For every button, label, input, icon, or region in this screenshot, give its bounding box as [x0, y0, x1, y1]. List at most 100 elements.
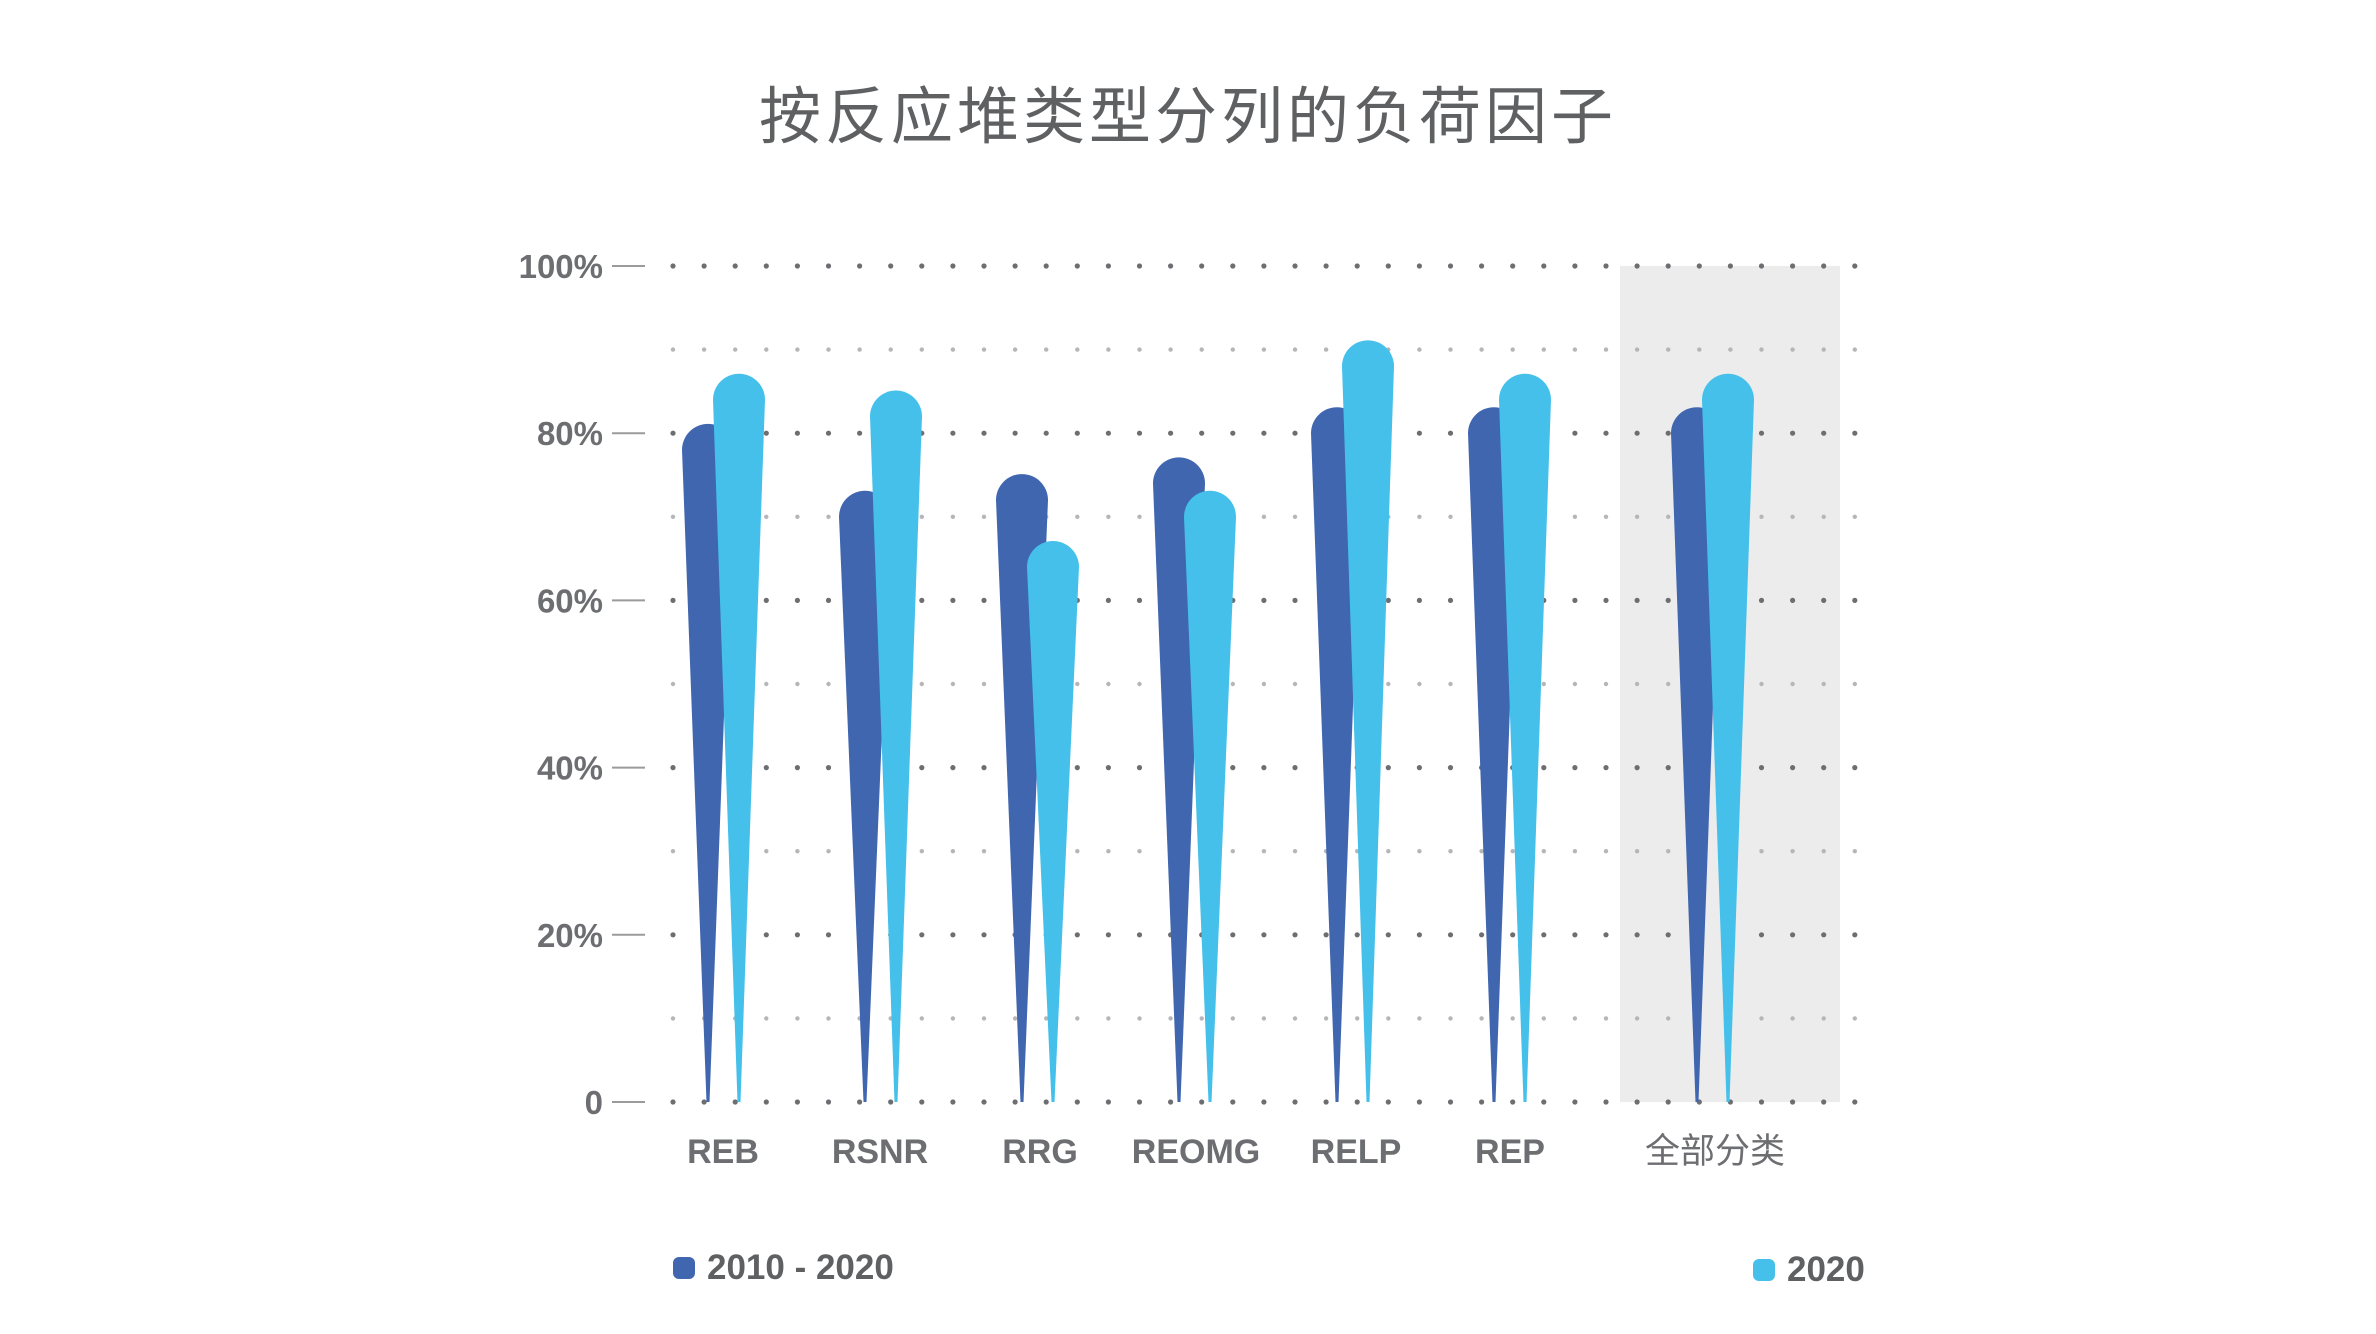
grid-dot-major: [1447, 597, 1454, 604]
grid-dot-major: [1012, 263, 1018, 269]
grid-dot-minor: [1106, 1016, 1111, 1021]
grid-dot-minor: [1417, 849, 1422, 854]
legend-swatch-series-2: [1753, 1259, 1775, 1281]
grid-dot-major: [1665, 263, 1671, 269]
grid-dot-major: [1105, 765, 1111, 771]
grid-dot-minor: [950, 1016, 956, 1021]
grid-dot-minor: [795, 1016, 800, 1021]
grid-dot-major: [1541, 765, 1547, 771]
grid-dot-major: [981, 932, 987, 938]
grid-dot-minor: [1572, 347, 1578, 352]
grid-dot-minor: [1666, 681, 1671, 687]
x-category-label: REP: [1475, 1133, 1545, 1171]
grid-dot-major: [1510, 932, 1516, 938]
grid-dot-minor: [981, 514, 987, 519]
grid-dot-minor: [1448, 514, 1453, 519]
grid-dot-major: [794, 932, 801, 938]
grid-dot-major: [981, 430, 987, 436]
grid-dot-major: [1665, 597, 1671, 604]
grid-dot-major: [1447, 765, 1454, 771]
legend-label-series-1: 2010 - 2020: [707, 1248, 894, 1287]
bar-series-2: [1184, 490, 1236, 1102]
grid-dot-minor: [1137, 681, 1142, 687]
grid-dot-major: [1758, 430, 1765, 436]
grid-dot-major: [1790, 932, 1796, 938]
grid-dot-major: [1634, 1099, 1640, 1105]
grid-dot-major: [950, 932, 956, 938]
grid-dot-major: [1821, 430, 1827, 436]
grid-dot-minor: [1759, 849, 1764, 854]
grid-dot-major: [825, 263, 832, 269]
grid-dot-major: [1790, 430, 1796, 436]
grid-dot-major: [1292, 1099, 1298, 1105]
grid-dot-minor: [1448, 347, 1453, 352]
grid-dot-minor: [764, 514, 769, 519]
grid-dot-major: [701, 1099, 707, 1105]
grid-dot-minor: [826, 1016, 831, 1021]
grid-dot-minor: [1603, 681, 1609, 687]
grid-dot-major: [1416, 597, 1422, 604]
grid-dot-major: [732, 263, 738, 269]
grid-dot-major: [857, 263, 863, 269]
grid-dot-minor: [1230, 849, 1236, 854]
grid-dot-minor: [1355, 1016, 1360, 1021]
grid-dot-major: [1043, 430, 1049, 436]
grid-dot-minor: [1759, 347, 1764, 352]
grid-dot-major: [1199, 1099, 1205, 1105]
grid-dot-minor: [1603, 1016, 1609, 1021]
grid-dot-major: [950, 430, 956, 436]
grid-dot-minor: [1417, 1016, 1422, 1021]
grid-dot-major: [670, 765, 676, 771]
grid-dot-minor: [981, 681, 987, 687]
grid-dot-major: [763, 263, 769, 269]
grid-dot-minor: [1541, 1016, 1547, 1021]
grid-dot-minor: [1199, 1016, 1204, 1021]
grid-dot-major: [1447, 430, 1454, 436]
grid-dot-major: [1385, 1099, 1391, 1105]
grid-dot-major: [825, 597, 832, 604]
grid-dot-minor: [1666, 514, 1671, 519]
grid-dot-major: [1074, 932, 1080, 938]
grid-dot-major: [919, 263, 925, 269]
bar-series-2: [870, 390, 922, 1102]
grid-dot-major: [1292, 430, 1298, 436]
grid-dot-major: [1634, 597, 1640, 604]
grid-dot-major: [1852, 263, 1858, 269]
grid-dot-minor: [795, 514, 800, 519]
grid-dot-major: [1136, 263, 1143, 269]
grid-dot-minor: [1666, 849, 1671, 854]
grid-dot-major: [1603, 263, 1609, 269]
grid-dot-minor: [1137, 347, 1142, 352]
grid-dot-major: [1292, 263, 1298, 269]
grid-dot-major: [1603, 765, 1609, 771]
grid-dot-minor: [1261, 849, 1267, 854]
grid-dot-major: [1416, 1099, 1422, 1105]
grid-dot-major: [1758, 1099, 1765, 1105]
grid-dot-minor: [1821, 1016, 1826, 1021]
grid-dot-minor: [1790, 681, 1795, 687]
grid-dot-major: [1634, 765, 1640, 771]
grid-dot-minor: [950, 347, 956, 352]
grid-dot-major: [919, 932, 925, 938]
grid-dot-minor: [1261, 347, 1267, 352]
grid-dot-major: [1105, 263, 1111, 269]
grid-dot-major: [825, 932, 832, 938]
grid-dot-minor: [1603, 849, 1609, 854]
grid-dot-major: [857, 1099, 863, 1105]
grid-dot-major: [1261, 263, 1267, 269]
grid-dot-major: [1665, 430, 1671, 436]
grid-dot-major: [888, 263, 894, 269]
bar-series-2: [713, 373, 765, 1102]
grid-dot-minor: [1510, 347, 1515, 352]
grid-dot-minor: [1634, 849, 1640, 854]
grid-dot-major: [1136, 932, 1143, 938]
grid-dot-major: [670, 932, 676, 938]
grid-dot-minor: [1292, 681, 1298, 687]
grid-dot-minor: [1417, 514, 1422, 519]
grid-dot-major: [981, 597, 987, 604]
grid-dot-major: [919, 597, 925, 604]
grid-dot-minor: [764, 681, 769, 687]
grid-dot-major: [1385, 597, 1391, 604]
grid-dot-major: [763, 430, 769, 436]
